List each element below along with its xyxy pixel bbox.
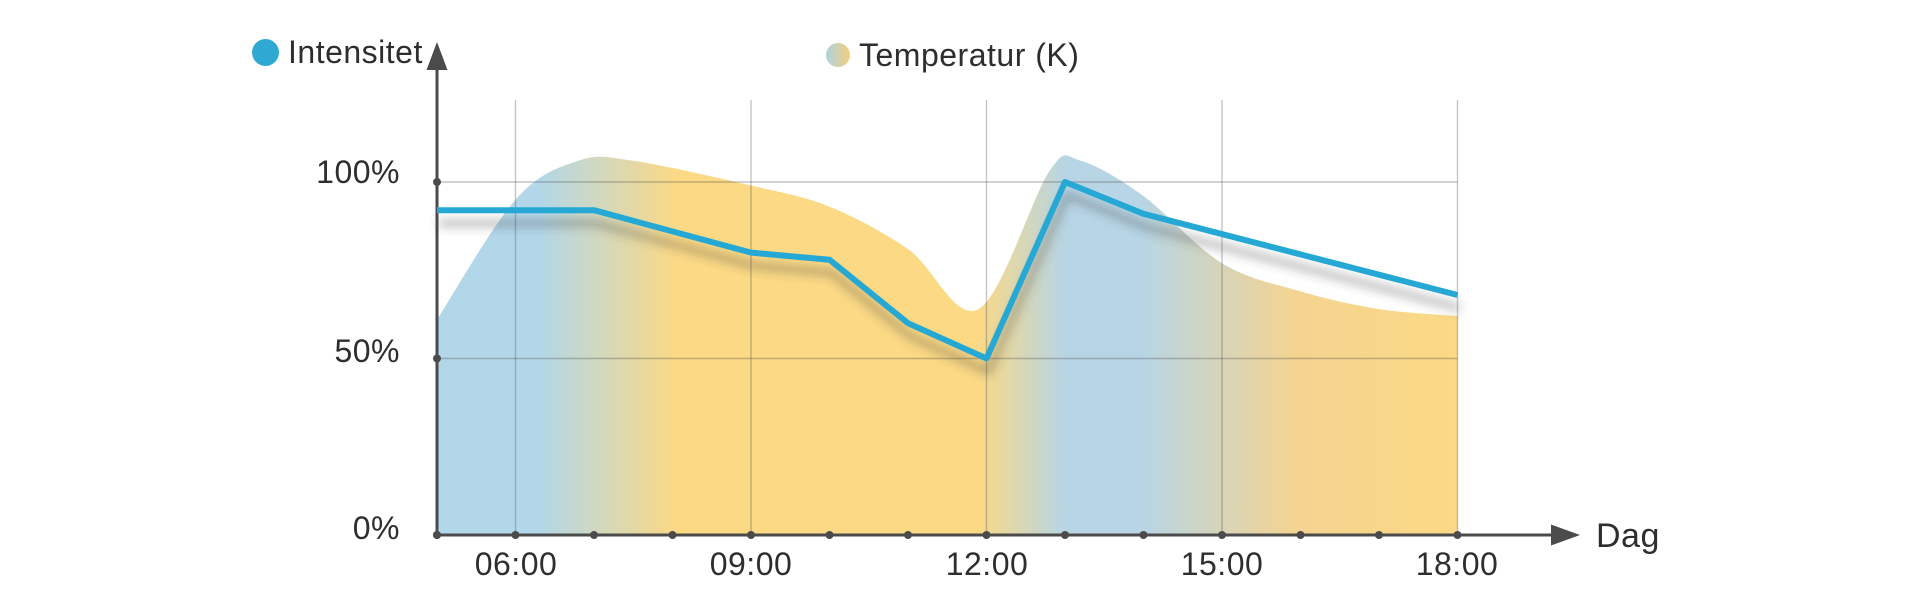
x-tick-label-1200: 12:00: [945, 546, 1029, 582]
x-tick-dot: [1453, 531, 1462, 539]
y-tick-dot: [433, 531, 441, 539]
x-tick-dot: [590, 531, 598, 539]
temperatur-area: [437, 155, 1458, 535]
x-tick-label-1800: 18:00: [1415, 546, 1499, 582]
y-tick-label-50: 50%: [334, 333, 400, 369]
x-axis-title: Dag: [1596, 517, 1660, 555]
x-tick-dot: [747, 531, 755, 539]
x-tick-dot: [511, 531, 520, 539]
x-tick-dot: [1375, 531, 1383, 539]
x-tick-dot: [1139, 531, 1148, 539]
x-tick-dot: [1061, 531, 1069, 539]
x-tick-label-0900: 09:00: [709, 546, 793, 582]
legend-label-intensitet: Intensitet: [288, 33, 423, 70]
x-tick-label-0600: 06:00: [474, 546, 558, 582]
temperatur-legend-dot-icon: [826, 43, 850, 67]
y-tick-dot: [433, 178, 441, 186]
x-tick-dot: [1218, 531, 1226, 539]
legend-label-temperatur: Temperatur (K): [859, 36, 1080, 73]
y-tick-label-0: 0%: [352, 510, 400, 546]
x-axis-arrow-icon: [1551, 524, 1580, 546]
x-tick-dot: [668, 531, 677, 539]
intensitet-line: [437, 179, 1459, 362]
x-tick-dot: [982, 531, 991, 539]
y-tick-dot: [433, 354, 441, 363]
x-tick-dot: [825, 531, 834, 539]
legend-item-temperatur: Temperatur (K): [826, 36, 1079, 74]
x-tick-label-1500: 15:00: [1180, 546, 1264, 582]
legend-item-intensitet: Intensitet: [252, 33, 423, 71]
x-tick-dot: [904, 531, 912, 539]
y-tick-label-100: 100%: [316, 154, 400, 190]
intensitet-legend-dot-icon: [252, 38, 279, 66]
y-axis-arrow-icon: [426, 42, 448, 70]
x-tick-dot: [1296, 531, 1305, 539]
